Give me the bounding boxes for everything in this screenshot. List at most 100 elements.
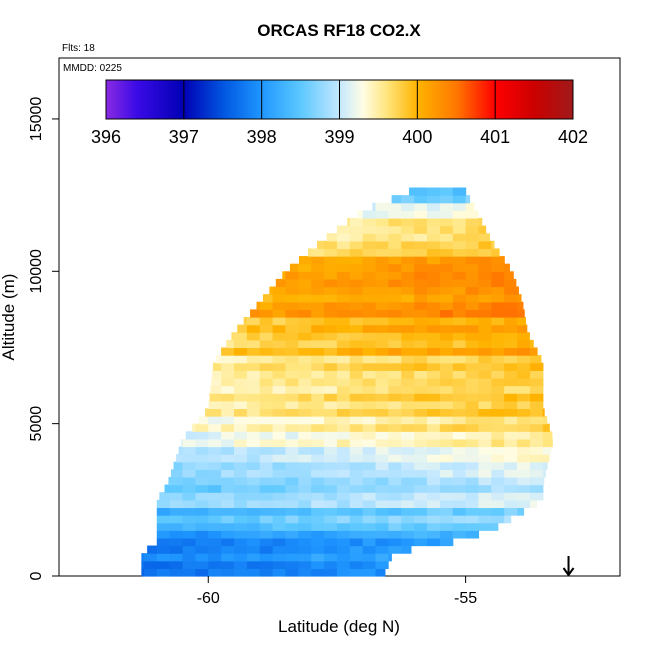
heatmap-cell (349, 515, 364, 524)
heatmap-cell (452, 339, 467, 349)
heatmap-cell (529, 377, 544, 387)
heatmap-cell (401, 332, 415, 341)
heatmap-cell (168, 476, 171, 486)
heatmap-cell (439, 256, 454, 265)
heatmap-cell (427, 522, 441, 531)
heatmap-cell (195, 499, 209, 509)
heatmap-cell (388, 355, 402, 364)
heatmap-cell (427, 286, 441, 295)
heatmap-cell (478, 461, 492, 470)
chart-title: ORCAS RF18 CO2.X (257, 21, 421, 40)
heatmap-cell (362, 362, 377, 371)
heatmap-cell (298, 362, 312, 371)
heatmap-cell (233, 507, 248, 516)
heatmap-cell (375, 225, 389, 234)
heatmap-cell (362, 377, 377, 387)
heatmap-cell (401, 210, 415, 219)
heatmap-cell (349, 446, 364, 455)
heatmap-cell (504, 507, 518, 516)
heatmap-cell (324, 324, 338, 333)
heatmap-cell (324, 263, 338, 272)
heatmap-cell (259, 370, 274, 379)
heatmap-cell (208, 492, 222, 501)
heatmap-cell (362, 499, 377, 509)
heatmap-cell (182, 499, 196, 509)
heatmap-cell (221, 568, 235, 577)
heatmap-cell (414, 454, 428, 463)
heatmap-cell (427, 339, 441, 349)
heatmap-cell (529, 370, 544, 379)
heatmap-cell (388, 522, 402, 531)
heatmap-cell (298, 537, 312, 547)
heatmap-cell (272, 461, 287, 470)
heatmap-cell (401, 515, 415, 524)
heatmap-cell (465, 476, 480, 486)
heatmap-cell (169, 560, 184, 569)
heatmap-cell (272, 362, 287, 371)
heatmap-cell (362, 210, 377, 219)
heatmap-cell (259, 385, 274, 394)
heatmap-cell (362, 492, 377, 501)
heatmap-cell (226, 339, 235, 349)
heatmap-cell (336, 553, 351, 562)
heatmap-cell (388, 332, 402, 341)
heatmap-cell (208, 537, 222, 547)
heatmap-cell (491, 431, 505, 440)
heatmap-cell (349, 263, 364, 272)
heatmap-cell (298, 278, 312, 288)
heatmap-cell (491, 294, 505, 303)
heatmap-cell (465, 461, 480, 470)
heatmap-cell (478, 416, 492, 425)
heatmap-cell (401, 240, 415, 250)
heatmap-cell (439, 210, 454, 219)
heatmap-cell (517, 484, 531, 493)
heatmap-cell (375, 301, 389, 310)
heatmap-cell (246, 317, 261, 326)
heatmap-cell (504, 499, 518, 509)
heatmap-cell (529, 347, 538, 356)
heatmap-cell (311, 515, 325, 524)
heatmap-cell (491, 461, 505, 470)
heatmap-cell (311, 469, 325, 478)
heatmap-cell (285, 446, 299, 455)
heatmap-cell (324, 545, 338, 554)
heatmap-cell (478, 240, 492, 250)
heatmap-cell (285, 309, 299, 318)
heatmap-cell (362, 317, 377, 326)
heatmap-cell (439, 294, 454, 303)
heatmap-cell (324, 355, 338, 364)
heatmap-cell (272, 522, 287, 531)
heatmap-cell (362, 294, 377, 303)
heatmap-cell (169, 484, 184, 493)
y-axis: 0 5000 10000 15000 (28, 97, 59, 580)
heatmap-cell (491, 507, 505, 516)
heatmap-cell (311, 377, 325, 387)
heatmap-cell (349, 553, 364, 562)
heatmap-cell (504, 385, 518, 394)
heatmap-cell (427, 431, 441, 440)
heatmap-cell (336, 385, 351, 394)
heatmap-cell (401, 225, 415, 234)
heatmap-cell (336, 560, 351, 569)
heatmap-cell (349, 492, 364, 501)
heatmap-cell (465, 355, 480, 364)
heatmap-cell (272, 294, 287, 303)
heatmap-cell (491, 476, 505, 486)
heatmap-cell (504, 393, 518, 402)
heatmap-cell (375, 210, 389, 219)
heatmap-cell (465, 416, 480, 425)
heatmap-cell (198, 416, 209, 425)
heatmap-cell (414, 416, 428, 425)
heatmap-cell (272, 560, 287, 569)
heatmap-cell (414, 332, 428, 341)
heatmap-cell (298, 393, 312, 402)
heatmap-cell (375, 431, 389, 440)
heatmap-cell (298, 370, 312, 379)
colorbar-tick-label: 402 (558, 127, 588, 147)
heatmap-cell (517, 393, 531, 402)
heatmap-cell (298, 301, 312, 310)
heatmap-cell (324, 370, 338, 379)
heatmap-cell (311, 301, 325, 310)
heatmap-cell (259, 492, 274, 501)
heatmap-cell (208, 530, 222, 539)
